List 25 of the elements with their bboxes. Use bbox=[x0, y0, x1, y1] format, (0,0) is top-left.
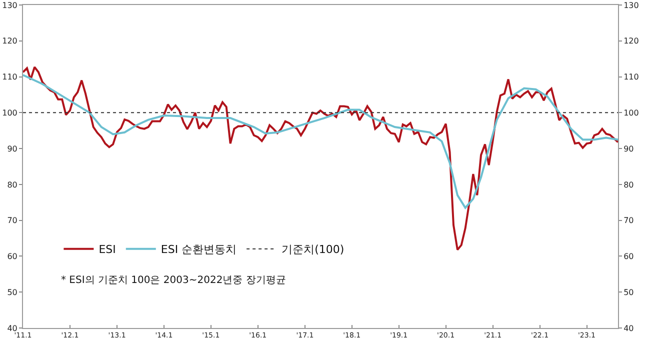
y2-tick-label: 60 bbox=[624, 252, 634, 262]
y2-tick-label: 100 bbox=[624, 108, 639, 118]
y2-tick-label: 90 bbox=[624, 144, 634, 154]
y-tick-label: 100 bbox=[2, 108, 18, 118]
y2-tick-label: 130 bbox=[624, 0, 639, 10]
y-tick-label: 90 bbox=[7, 144, 18, 154]
y2-tick-label: 120 bbox=[624, 36, 639, 46]
y2-tick-label: 80 bbox=[624, 180, 634, 190]
y-tick-label: 120 bbox=[2, 36, 18, 46]
y-tick-label: 80 bbox=[7, 180, 18, 190]
y-tick-label: 110 bbox=[2, 72, 18, 82]
legend-label: ESI 순환변동치 bbox=[160, 243, 237, 256]
annotation: * ESI의 기준치 100은 2003~2022년중 장기평균 bbox=[61, 275, 286, 286]
y-tick-label: 40 bbox=[7, 324, 18, 333]
legend-label: ESI bbox=[98, 243, 116, 256]
y2-tick-label: 40 bbox=[624, 324, 634, 333]
y-tick-label: 130 bbox=[2, 0, 18, 10]
y2-tick-label: 50 bbox=[624, 288, 634, 297]
y-tick-label: 70 bbox=[7, 216, 18, 226]
line-series bbox=[23, 74, 618, 209]
y2-tick-label: 70 bbox=[624, 216, 634, 226]
y-tick-label: 60 bbox=[7, 252, 18, 262]
y-tick-label: 50 bbox=[7, 288, 18, 297]
legend-label: 기준치(100) bbox=[282, 243, 344, 256]
y2-tick-label: 110 bbox=[624, 72, 639, 82]
